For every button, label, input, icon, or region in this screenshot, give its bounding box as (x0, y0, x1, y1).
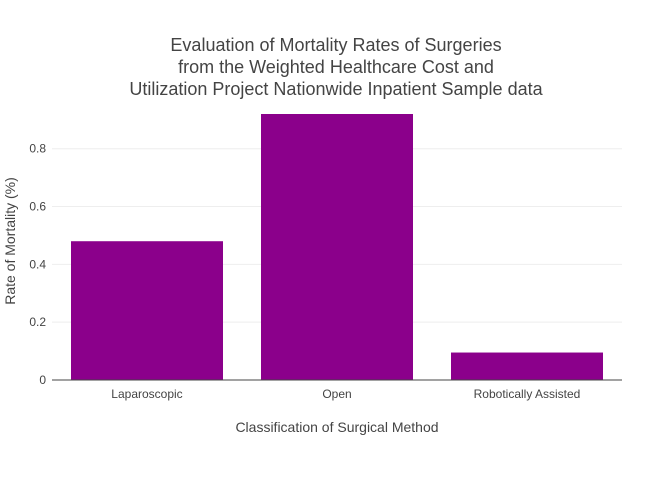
y-tick-labels: 0 0.2 0.4 0.6 0.8 (29, 142, 46, 387)
y-tick-label: 0.2 (29, 315, 46, 329)
x-tick-label: Laparoscopic (111, 387, 182, 401)
bar-open (261, 114, 413, 380)
y-tick-label: 0.6 (29, 200, 46, 214)
bar-laparoscopic (71, 241, 223, 380)
y-tick-label: 0 (39, 373, 46, 387)
x-tick-label: Robotically Assisted (474, 387, 581, 401)
x-axis-title: Classification of Surgical Method (235, 419, 438, 435)
y-tick-label: 0.4 (29, 257, 46, 271)
chart-title-line: from the Weighted Healthcare Cost and (178, 57, 494, 77)
chart-title: Evaluation of Mortality Rates of Surgeri… (129, 35, 543, 99)
chart-title-line: Utilization Project Nationwide Inpatient… (129, 79, 543, 99)
y-axis-title: Rate of Mortality (%) (2, 177, 18, 305)
chart-title-line: Evaluation of Mortality Rates of Surgeri… (170, 35, 501, 55)
x-tick-labels: Laparoscopic Open Robotically Assisted (111, 387, 580, 401)
bars (71, 114, 603, 380)
x-tick-label: Open (322, 387, 351, 401)
y-tick-label: 0.8 (29, 142, 46, 156)
bar-robotically-assisted (451, 352, 603, 380)
